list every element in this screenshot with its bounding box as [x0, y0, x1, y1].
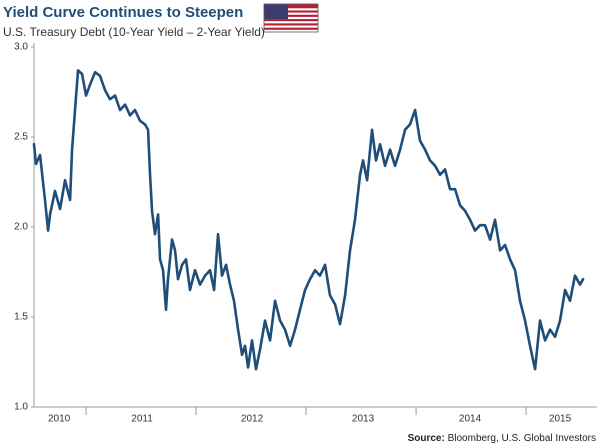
chart-subtitle: U.S. Treasury Debt (10-Year Yield – 2-Ye…: [3, 25, 265, 39]
us-flag: [263, 3, 319, 33]
x-tick-label: 2012: [241, 414, 264, 425]
y-tick-label: 2.5: [14, 132, 28, 143]
source-label: Source:: [408, 433, 445, 444]
y-tick-label: 1.0: [14, 402, 28, 413]
yield-spread-line: [32, 69, 585, 371]
y-tick-label: 1.5: [14, 312, 28, 323]
source-text: Bloomberg, U.S. Global Investors: [448, 433, 596, 444]
y-tick-label: 2.0: [14, 222, 28, 233]
source-note: Source: Bloomberg, U.S. Global Investors: [408, 433, 596, 444]
y-tick-label: 3.0: [14, 42, 28, 53]
x-tick-label: 2010: [48, 414, 71, 425]
chart-title: Yield Curve Continues to Steepen: [3, 4, 243, 21]
x-tick-label: 2013: [352, 414, 375, 425]
x-tick-label: 2015: [549, 414, 572, 425]
x-tick-label: 2014: [459, 414, 482, 425]
x-tick-label: 2011: [131, 414, 153, 425]
